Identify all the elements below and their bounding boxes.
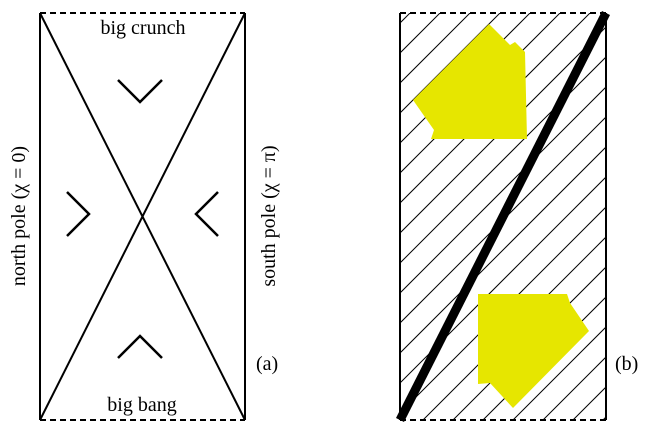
thick-worldline bbox=[395, 10, 611, 423]
hatch-line bbox=[400, 56, 606, 264]
panel-a-tag: (a) bbox=[256, 353, 278, 375]
top-chevron-down bbox=[117, 79, 163, 104]
hatch-line bbox=[400, 86, 606, 294]
lower-yellow-arrow bbox=[478, 294, 589, 408]
upper-yellow-arrow bbox=[413, 24, 527, 139]
hatch-line bbox=[400, 26, 606, 234]
north-pole-label: north pole (χ = 0) bbox=[8, 146, 30, 286]
big-crunch-label: big crunch bbox=[101, 17, 186, 39]
hatch-line bbox=[512, 326, 606, 420]
left-chevron-right bbox=[66, 191, 91, 237]
big-bang-label: big bang bbox=[107, 394, 176, 416]
south-pole-label: south pole (χ = π) bbox=[258, 145, 280, 286]
bottom-chevron-up bbox=[117, 334, 163, 359]
hatch-line bbox=[0, 13, 380, 420]
hatch-line bbox=[400, 13, 441, 54]
right-chevron-left bbox=[194, 191, 219, 237]
hatch-line bbox=[400, 13, 471, 84]
panel-b-tag: (b) bbox=[615, 353, 638, 375]
hatch-line bbox=[400, 206, 606, 414]
panel-b: (b) bbox=[0, 10, 638, 423]
hatch-line bbox=[400, 13, 411, 24]
hatch-line bbox=[400, 13, 501, 114]
panel-a: big crunch big bang north pole (χ = 0) s… bbox=[8, 12, 280, 421]
panel-a-diagonal-2 bbox=[39, 12, 246, 421]
